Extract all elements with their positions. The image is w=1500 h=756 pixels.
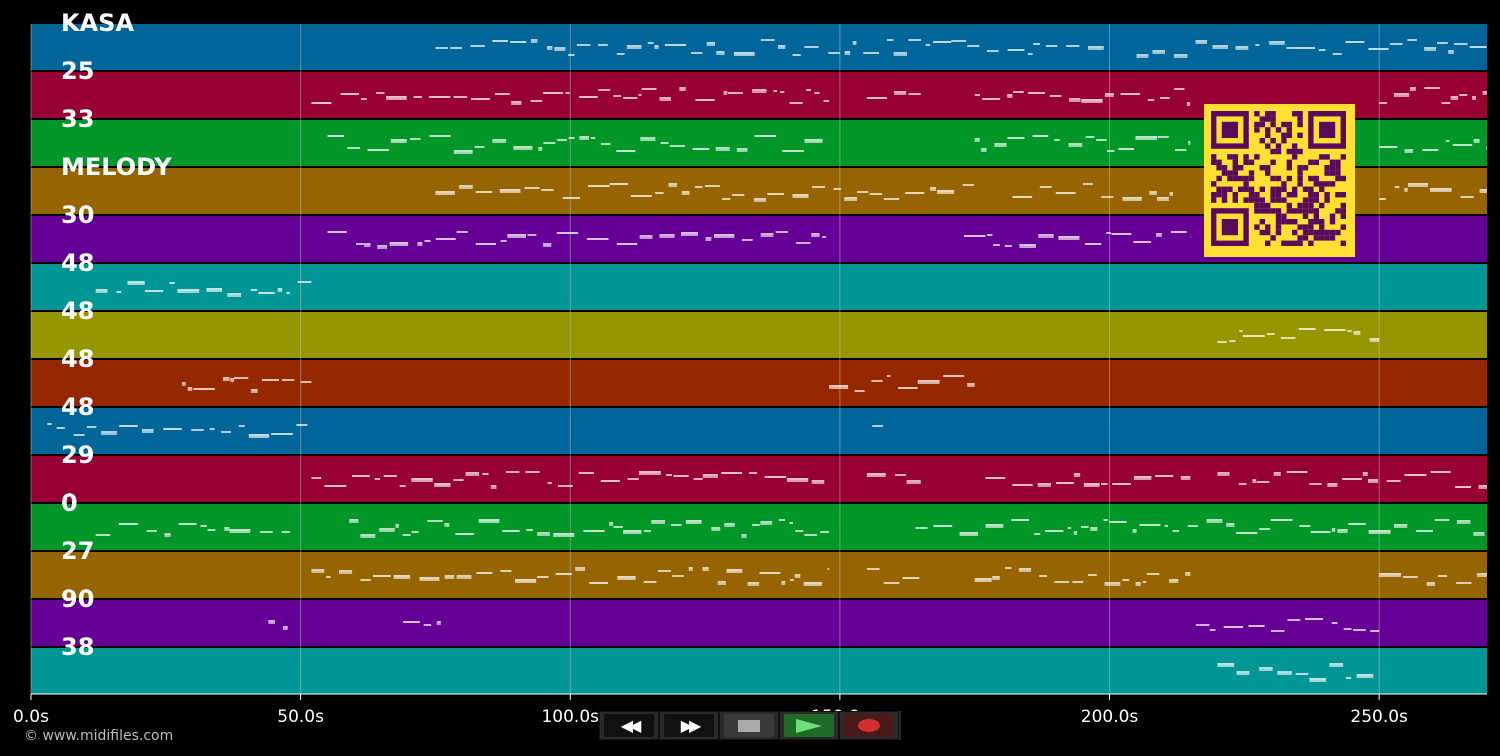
track-band-7	[31, 360, 1487, 406]
stop-button[interactable]	[719, 711, 779, 740]
track-band-5	[31, 264, 1487, 310]
track-label-6: 48	[61, 297, 95, 325]
qr-code	[1204, 104, 1355, 257]
track-label-2: 33	[61, 105, 95, 133]
track-label-5: 48	[61, 249, 95, 277]
play-icon	[796, 718, 822, 733]
play-button[interactable]	[779, 711, 839, 740]
track-band-6	[31, 312, 1487, 358]
time-label: 0.0s	[13, 707, 49, 727]
fast-forward-button[interactable]: ▶▶	[659, 711, 719, 740]
track-band-10	[31, 504, 1487, 550]
track-band-0	[31, 24, 1487, 70]
record-button[interactable]	[839, 711, 899, 740]
track-label-9: 29	[61, 441, 95, 469]
time-label: 100.0s	[541, 707, 600, 727]
track-band-8	[31, 408, 1487, 454]
track-label-3: MELODY	[61, 153, 172, 181]
track-band-11	[31, 552, 1487, 598]
time-label: 50.0s	[277, 707, 324, 727]
copyright-text: © www.midifiles.com	[24, 728, 174, 744]
stop-icon	[738, 719, 760, 732]
track-band-13	[31, 648, 1487, 694]
rewind-button[interactable]: ◀◀	[599, 711, 659, 740]
fast-forward-icon: ▶▶	[680, 716, 702, 735]
track-label-1: 25	[61, 57, 95, 85]
rewind-icon: ◀◀	[620, 716, 642, 735]
track-label-4: 30	[61, 201, 95, 229]
track-band-9	[31, 456, 1487, 502]
time-label: 200.0s	[1080, 707, 1139, 727]
track-label-7: 48	[61, 345, 95, 373]
track-band-12	[31, 600, 1487, 646]
note-layer	[47, 39, 1487, 682]
track-label-0: KASA	[61, 9, 135, 37]
time-label: 250.0s	[1350, 707, 1408, 727]
record-icon	[858, 719, 880, 732]
track-label-10: 0	[61, 489, 78, 517]
track-label-11: 27	[61, 537, 95, 565]
track-label-13: 38	[61, 633, 95, 661]
track-label-8: 48	[61, 393, 95, 421]
playback-controls: ◀◀ ▶▶	[599, 711, 901, 740]
track-label-12: 90	[61, 585, 95, 613]
